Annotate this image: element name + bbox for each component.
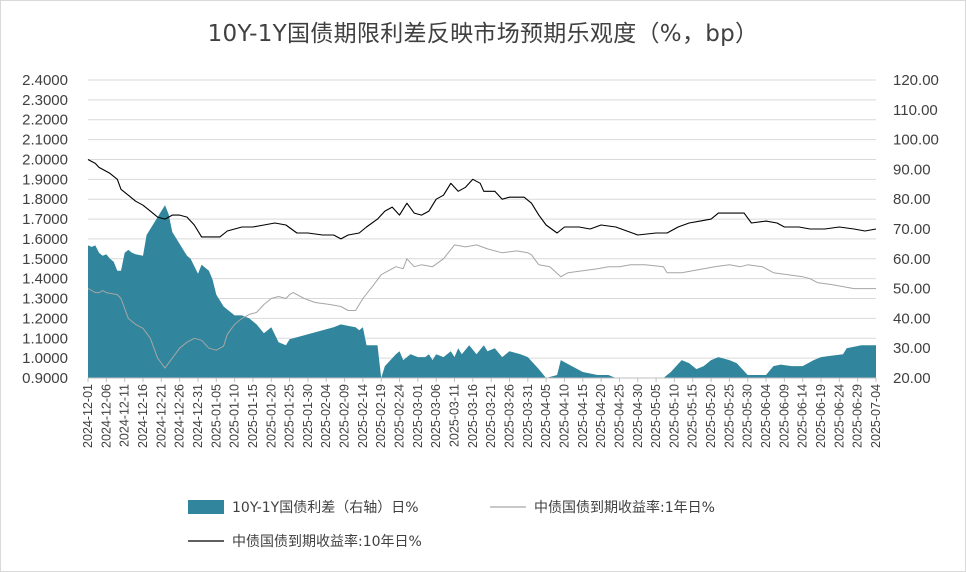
x-axis-tick-label: 2025-02-04 bbox=[319, 384, 333, 448]
left-axis-tick-label: 2.1000 bbox=[22, 132, 68, 149]
right-axis-tick-label: 110.00 bbox=[893, 102, 938, 119]
right-axis: 20.00 30.00 40.00 50.00 60.00 70.00 80.00 90.00… bbox=[893, 72, 939, 387]
x-axis-tick-label: 2025-06-14 bbox=[796, 384, 810, 448]
x-axis-tick-label: 2025-02-14 bbox=[356, 384, 370, 448]
x-axis-tick-label: 2025-05-15 bbox=[686, 384, 700, 448]
left-axis-tick-label: 2.4000 bbox=[22, 72, 68, 89]
x-axis-tick-label: 2025-06-29 bbox=[851, 384, 865, 448]
x-axis: 2024-12-01 2024-12-06 2024-12-11 2024-12-16… bbox=[81, 377, 883, 448]
x-axis-tick-label: 2025-03-31 bbox=[521, 384, 535, 448]
right-axis-tick-label: 30.00 bbox=[893, 340, 931, 357]
gridlines bbox=[88, 79, 876, 379]
yield-line-series bbox=[87, 159, 877, 369]
x-axis-tick-label: 2024-12-31 bbox=[191, 384, 205, 448]
x-axis-tick-label: 2025-04-20 bbox=[594, 384, 608, 448]
x-axis-tick-label: 2024-12-11 bbox=[118, 384, 132, 447]
x-axis-tick-label: 2025-01-20 bbox=[264, 384, 278, 448]
yield-10y-line bbox=[87, 159, 877, 240]
right-axis-tick-label: 70.00 bbox=[893, 221, 931, 238]
x-axis-tick-label: 2025-01-10 bbox=[228, 384, 242, 448]
x-axis-tick-label: 2025-01-15 bbox=[246, 384, 260, 448]
right-axis-tick-label: 100.00 bbox=[893, 132, 939, 149]
left-axis-tick-label: 1.3000 bbox=[22, 291, 68, 308]
x-axis-tick-label: 2024-12-01 bbox=[81, 384, 95, 448]
left-axis-tick-label: 1.1000 bbox=[22, 330, 68, 347]
x-axis-tick-label: 2025-05-10 bbox=[667, 384, 681, 448]
x-axis-tick-label: 2025-01-05 bbox=[209, 384, 223, 448]
left-axis-tick-label: 0.9000 bbox=[22, 370, 68, 387]
chart-title: 10Y-1Y国债期限利差反映市场预期乐观度（%，bp） bbox=[207, 21, 759, 47]
x-axis-tick-label: 2025-03-16 bbox=[466, 384, 480, 448]
x-axis-tick-label: 2025-02-24 bbox=[393, 384, 407, 448]
right-axis-tick-label: 120.00 bbox=[893, 72, 939, 89]
left-axis-tick-label: 1.7000 bbox=[22, 211, 68, 228]
x-axis-tick-label: 2025-04-25 bbox=[612, 384, 626, 448]
legend: 10Y-1Y国债利差（右轴）日% 中债国债到期收益率:1年日% 中债国债到期收益… bbox=[188, 499, 715, 550]
x-axis-tick-label: 2025-01-25 bbox=[283, 384, 297, 448]
right-axis-tick-label: 50.00 bbox=[893, 281, 931, 298]
x-axis-tick-label: 2025-05-05 bbox=[649, 384, 663, 448]
left-axis-tick-label: 1.9000 bbox=[22, 171, 68, 188]
left-axis-tick-label: 1.6000 bbox=[22, 231, 68, 248]
left-axis-tick-label: 2.0000 bbox=[22, 151, 68, 168]
x-axis-tick-label: 2025-06-19 bbox=[814, 384, 828, 448]
yield-1y-line bbox=[87, 244, 876, 369]
legend-label-1y: 中债国债到期收益率:1年日% bbox=[534, 499, 715, 516]
spread-area bbox=[88, 205, 876, 378]
right-axis-tick-label: 40.00 bbox=[893, 310, 931, 327]
x-axis-tick-label: 2025-05-30 bbox=[741, 384, 755, 448]
x-axis-tick-label: 2025-06-24 bbox=[832, 384, 846, 448]
left-axis-tick-label: 2.2000 bbox=[22, 112, 68, 129]
x-axis-tick-label: 2025-03-01 bbox=[411, 384, 425, 448]
x-axis-tick-label: 2025-03-11 bbox=[448, 384, 462, 447]
legend-marker-spread bbox=[188, 500, 224, 514]
x-axis-tick-label: 2025-03-21 bbox=[484, 384, 498, 448]
x-axis-tick-label: 2024-12-21 bbox=[154, 384, 168, 448]
x-axis-tick-label: 2024-12-26 bbox=[173, 384, 187, 448]
left-axis-tick-label: 1.2000 bbox=[22, 310, 68, 327]
x-axis-tick-label: 2025-06-04 bbox=[759, 384, 773, 448]
left-axis-tick-label: 1.8000 bbox=[22, 191, 68, 208]
legend-label-spread: 10Y-1Y国债利差（右轴）日% bbox=[232, 500, 419, 516]
legend-label-10y: 中债国债到期收益率:10年日% bbox=[232, 533, 422, 550]
x-axis-tick-label: 2025-04-05 bbox=[539, 384, 553, 448]
x-axis-tick-label: 2025-04-10 bbox=[557, 384, 571, 448]
left-axis-tick-label: 2.3000 bbox=[22, 92, 68, 109]
spread-area-series bbox=[88, 205, 876, 378]
left-axis: 0.9000 1.0000 1.1000 1.2000 1.3000 1.4000 1.50… bbox=[22, 72, 68, 387]
left-axis-tick-label: 1.5000 bbox=[22, 251, 68, 268]
left-axis-tick-label: 1.4000 bbox=[22, 271, 68, 288]
x-axis-tick-label: 2025-02-09 bbox=[338, 384, 352, 448]
x-axis-tick-label: 2025-04-15 bbox=[576, 384, 590, 448]
x-axis-tick-label: 2025-01-30 bbox=[301, 384, 315, 448]
right-axis-tick-label: 60.00 bbox=[893, 251, 931, 268]
x-axis-tick-label: 2025-02-19 bbox=[374, 384, 388, 448]
x-axis-tick-label: 2024-12-16 bbox=[136, 384, 150, 448]
right-axis-tick-label: 80.00 bbox=[893, 191, 931, 208]
left-axis-tick-label: 1.0000 bbox=[22, 350, 68, 367]
x-axis-tick-label: 2025-03-06 bbox=[429, 384, 443, 448]
x-axis-tick-label: 2025-07-04 bbox=[869, 384, 883, 448]
x-axis-tick-label: 2025-04-30 bbox=[631, 384, 645, 448]
x-axis-tick-label: 2025-05-20 bbox=[704, 384, 718, 448]
x-axis-tick-label: 2025-05-25 bbox=[722, 384, 736, 448]
right-axis-tick-label: 20.00 bbox=[893, 370, 931, 387]
x-axis-tick-label: 2025-06-09 bbox=[777, 384, 791, 448]
right-axis-tick-label: 90.00 bbox=[893, 161, 931, 178]
x-axis-tick-label: 2025-03-26 bbox=[502, 384, 516, 448]
x-axis-tick-label: 2024-12-06 bbox=[99, 384, 113, 448]
